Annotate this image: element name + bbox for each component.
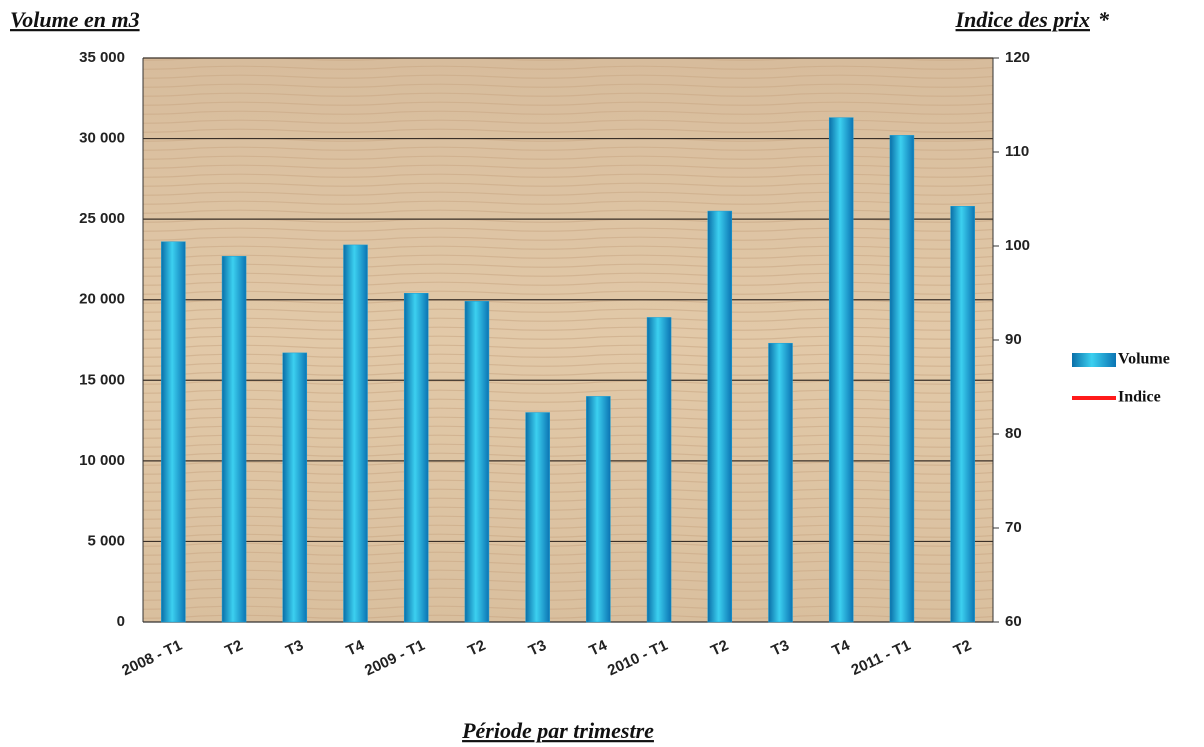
x-tick-label: T2 bbox=[222, 637, 245, 660]
y2-axis-title: Indice des prix bbox=[955, 7, 1090, 32]
legend-label: Indice bbox=[1118, 389, 1161, 406]
x-tick-label: T4 bbox=[587, 637, 611, 660]
y-tick-label: 15 000 bbox=[79, 371, 125, 388]
legend-swatch bbox=[1072, 353, 1116, 367]
y-tick-label: 20 000 bbox=[79, 291, 125, 308]
x-tick-label: T4 bbox=[830, 637, 854, 660]
bar bbox=[768, 342, 793, 623]
y2-tick-label: 90 bbox=[1005, 331, 1022, 348]
x-axis-title: Période par trimestre bbox=[461, 718, 654, 743]
y-tick-label: 25 000 bbox=[79, 210, 125, 227]
bar bbox=[950, 206, 975, 623]
y2-tick-label: 110 bbox=[1005, 143, 1029, 160]
x-tick-label: T2 bbox=[465, 637, 488, 660]
y2-tick-label: 60 bbox=[1005, 613, 1022, 630]
y-tick-label: 5 000 bbox=[87, 532, 125, 549]
x-tick-label: T4 bbox=[344, 637, 368, 660]
bar bbox=[828, 117, 854, 623]
plot-texture bbox=[143, 58, 993, 622]
bar bbox=[221, 255, 247, 623]
y2-tick-label: 100 bbox=[1005, 237, 1030, 254]
bar bbox=[282, 352, 308, 623]
bar bbox=[889, 135, 915, 623]
y-tick-label: 0 bbox=[117, 613, 125, 630]
y2-tick-label: 80 bbox=[1005, 425, 1022, 442]
bar bbox=[707, 210, 733, 623]
x-tick-label: 2011 - T1 bbox=[849, 637, 914, 679]
y-tick-label: 35 000 bbox=[79, 49, 125, 66]
x-tick-label: T2 bbox=[708, 637, 731, 660]
bar bbox=[343, 244, 368, 623]
y-axis-title: Volume en m3 bbox=[10, 7, 140, 32]
x-tick-label: T3 bbox=[526, 637, 549, 660]
x-tick-label: 2008 - T1 bbox=[119, 637, 184, 680]
y-tick-label: 30 000 bbox=[79, 130, 125, 147]
legend-label: Volume bbox=[1118, 351, 1170, 368]
y2-tick-label: 70 bbox=[1005, 519, 1022, 536]
x-tick-label: T2 bbox=[951, 637, 974, 660]
bar bbox=[161, 241, 186, 623]
y2-tick-label: 120 bbox=[1005, 49, 1030, 66]
y2-axis-note: * bbox=[1098, 7, 1110, 32]
bar bbox=[403, 293, 429, 623]
x-tick-label: T3 bbox=[769, 637, 792, 660]
bar bbox=[464, 301, 490, 623]
x-tick-label: T3 bbox=[283, 637, 306, 660]
y-tick-label: 10 000 bbox=[79, 452, 125, 469]
x-tick-label: 2010 - T1 bbox=[605, 637, 670, 680]
bar bbox=[525, 412, 550, 623]
bar bbox=[646, 317, 672, 623]
bar bbox=[586, 396, 611, 623]
x-tick-label: 2009 - T1 bbox=[362, 637, 427, 680]
